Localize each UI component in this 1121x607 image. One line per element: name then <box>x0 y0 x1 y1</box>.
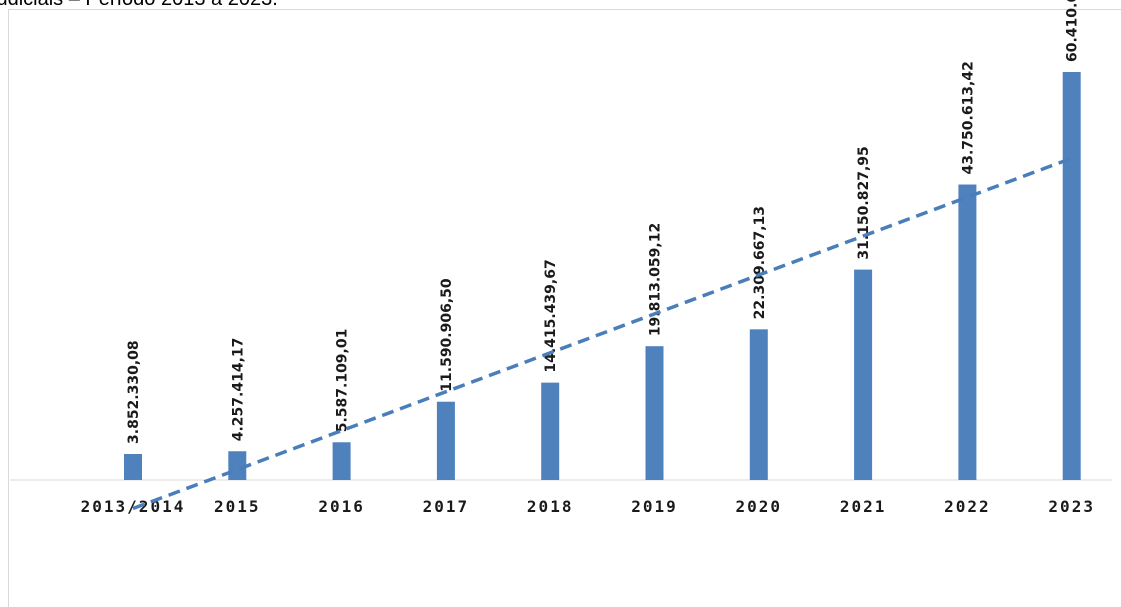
x-tick-label: 2018 <box>527 497 574 516</box>
x-tick-label: 2015 <box>214 497 261 516</box>
x-tick-label: 2020 <box>736 497 783 516</box>
figure-caption: judiciais – Período 2013 a 2023. <box>0 0 278 11</box>
data-label: 3.852.330,08 <box>126 340 142 444</box>
x-tick-label: 2013/2014 <box>81 497 186 516</box>
data-label: 11.590.906,50 <box>439 278 455 392</box>
bar-2018 <box>541 382 560 480</box>
bar-2019 <box>645 346 664 480</box>
bar-2017 <box>436 401 455 480</box>
data-label: 14.415.439,67 <box>543 259 559 372</box>
chart-area <box>8 9 1121 607</box>
x-tick-label: 2016 <box>318 497 365 516</box>
trendline <box>132 156 1073 511</box>
bar-2016 <box>332 442 351 480</box>
bar-2022 <box>958 184 977 480</box>
x-tick-label: 2023 <box>1048 497 1095 516</box>
bar-2023 <box>1062 72 1081 480</box>
data-label: 31.150.827,95 <box>856 146 872 259</box>
data-label: 43.750.613,42 <box>960 61 976 174</box>
data-label: 4.257.414,17 <box>230 338 246 442</box>
bar-2020 <box>749 329 768 480</box>
x-tick-label: 2021 <box>840 497 887 516</box>
x-tick-label: 2017 <box>423 497 470 516</box>
x-tick-label: 2019 <box>631 497 678 516</box>
bar-2021 <box>854 269 873 480</box>
data-label: 22.309.667,13 <box>752 206 768 319</box>
x-tick-label: 2022 <box>944 497 991 516</box>
data-label: 60.410.653,24 <box>1065 0 1081 62</box>
data-label: 19.813.059,12 <box>648 223 664 336</box>
data-label: 5.587.109,01 <box>335 329 351 433</box>
bar-2013-2014 <box>124 453 142 480</box>
